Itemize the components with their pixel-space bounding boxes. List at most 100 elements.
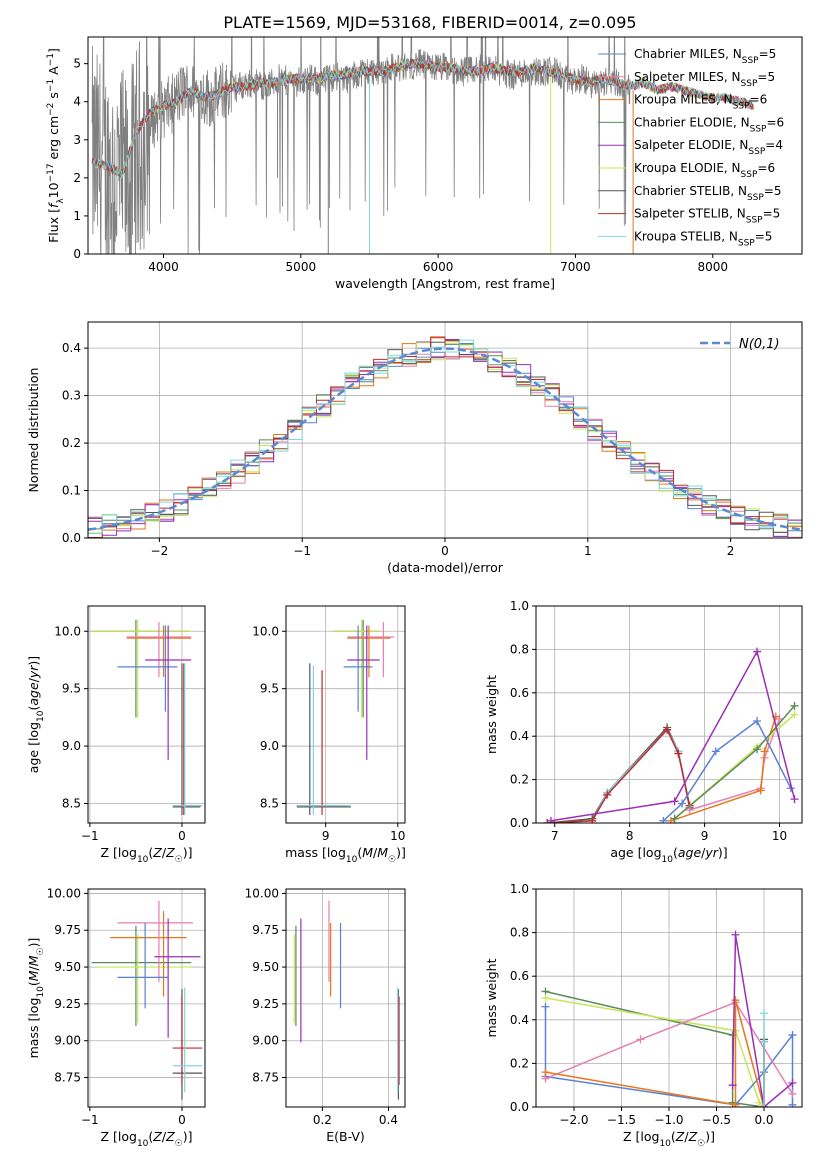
y-tick-label: 4: [73, 95, 81, 109]
y-tick-label: 2: [73, 171, 81, 185]
plus-marker: [760, 1037, 768, 1046]
series-line: [544, 1006, 794, 1106]
y-tick-label: 0.3: [62, 389, 81, 403]
chart-massweight-vs-Z: −2.0 −1.5 −1.0 −0.5 0.0 0.0 0.2 0.4 0.6 0.8 1.0 Z […: [484, 882, 803, 1149]
plus-marker: [756, 786, 765, 795]
data-point: [296, 665, 351, 815]
x-tick-label: 0: [441, 544, 449, 558]
series-line: [547, 728, 691, 823]
x-tick-label: 6000: [423, 260, 454, 274]
plus-marker: [731, 1100, 740, 1107]
y-tick-label: 0.4: [510, 1013, 529, 1027]
y-tick-label: 10.0: [252, 624, 279, 638]
series: [760, 1009, 768, 1107]
plus-marker: [685, 805, 694, 814]
data-point: [172, 989, 203, 1100]
chart-mass-vs-EBV: 0.2 0.4 8.75 9.00 9.25 9.50 9.75 10.00 E(B-V): [245, 886, 406, 1144]
plus-marker: [788, 1079, 797, 1088]
y-tick-label: 0.8: [510, 642, 529, 656]
data-point: [110, 911, 187, 997]
y-axis-label: mass [log10(M/M☉)]: [26, 938, 46, 1059]
y-tick-label: 0.0: [510, 1100, 529, 1114]
plus-marker: [790, 710, 799, 719]
y-tick-label: 9.0: [62, 739, 81, 753]
plus-marker: [731, 930, 740, 939]
y-tick-label: 0: [73, 247, 81, 261]
chart-age-vs-mass: 9 10 8.5 9.0 9.5 10.0 mass [log10(M/M☉)]: [252, 605, 406, 865]
plus-marker: [760, 747, 769, 756]
y-tick-label: 8.5: [260, 796, 279, 810]
y-tick-label: 1: [73, 209, 81, 223]
legend-label: Salpeter MILES, NSSP=5: [634, 70, 775, 89]
model-line: [91, 58, 754, 179]
x-tick-label: 9: [322, 829, 330, 843]
legend: Chabrier MILES, NSSP=5 Salpeter MILES, NS…: [598, 47, 784, 248]
y-axis-label: age [log10(age/yr)]: [26, 656, 46, 773]
plus-marker: [670, 797, 679, 806]
plus-marker: [731, 996, 740, 1005]
data-point: [117, 900, 194, 982]
legend-label: Salpeter STELIB, NSSP=5: [634, 207, 780, 226]
x-tick-label: 2: [727, 544, 735, 558]
x-axis-label: Z [log10(Z/Z☉)]: [623, 1129, 715, 1149]
y-tick-label: 0.4: [510, 729, 529, 743]
age-vs-mass-plot-area: [296, 619, 395, 815]
plot-frame: [87, 605, 206, 824]
y-tick-label: 0.6: [510, 686, 529, 700]
x-tick-label: −0.5: [702, 1113, 731, 1127]
x-tick-label: 1: [584, 544, 592, 558]
plus-marker: [541, 994, 550, 1002]
plus-marker: [760, 1009, 768, 1018]
x-tick-label: 7: [551, 829, 559, 843]
plus-marker: [755, 1098, 764, 1107]
series: [666, 712, 780, 823]
x-tick-label: −1.5: [607, 1113, 636, 1127]
y-tick-label: 1.0: [510, 882, 529, 896]
data-point: [91, 619, 192, 718]
plus-marker: [541, 1002, 550, 1011]
series-line: [545, 990, 765, 1107]
plus-marker: [753, 647, 762, 656]
y-tick-label: 9.75: [54, 923, 81, 937]
plot-frame: [535, 605, 803, 824]
data-point: [154, 918, 201, 1038]
series-line: [731, 934, 793, 1107]
plus-marker: [663, 725, 672, 734]
data-point: [343, 625, 373, 712]
figure-title: PLATE=1569, MJD=53168, FIBERID=0014, z=0…: [223, 13, 636, 32]
plus-marker: [753, 717, 762, 726]
plus-marker: [674, 749, 683, 758]
series-line: [545, 997, 765, 1107]
data-point: [126, 622, 192, 678]
x-tick-label: 9: [701, 829, 709, 843]
legend-label: N(0,1): [739, 337, 780, 352]
y-tick-label: 0.2: [510, 1056, 529, 1070]
x-tick-label: 10: [772, 829, 787, 843]
data-point: [172, 987, 203, 1093]
y-tick-label: 1.0: [510, 599, 529, 613]
plus-marker: [790, 795, 799, 804]
legend-label: Chabrier MILES, NSSP=5: [634, 47, 776, 66]
chart-mass-vs-Z: −1 0 8.75 9.00 9.25 9.50 9.75 10.00 Z [log10(Z/Z…: [26, 886, 206, 1149]
x-axis-label: Z [log10(Z/Z☉)]: [100, 845, 192, 865]
data-point: [145, 625, 192, 760]
legend-label: Salpeter ELODIE, NSSP=4: [634, 138, 783, 157]
x-tick-label: 7000: [560, 260, 591, 274]
plus-marker: [659, 816, 668, 823]
data-point: [172, 663, 201, 815]
data-point: [347, 622, 395, 678]
y-tick-label: 0.6: [510, 969, 529, 983]
y-tick-label: 10.0: [54, 624, 81, 638]
y-tick-label: 10.00: [47, 886, 81, 900]
y-tick-label: 9.5: [260, 682, 279, 696]
legend-label: Chabrier ELODIE, NSSP=6: [634, 115, 784, 134]
x-tick-label: −1: [81, 1113, 99, 1127]
y-tick-label: 0.4: [62, 341, 81, 355]
plus-marker: [603, 790, 612, 799]
plot-frame: [285, 605, 406, 824]
data-point: [172, 663, 203, 815]
x-tick-label: −2.0: [559, 1113, 588, 1127]
y-tick-label: 9.50: [54, 960, 81, 974]
y-tick-label: 0.1: [62, 484, 81, 498]
